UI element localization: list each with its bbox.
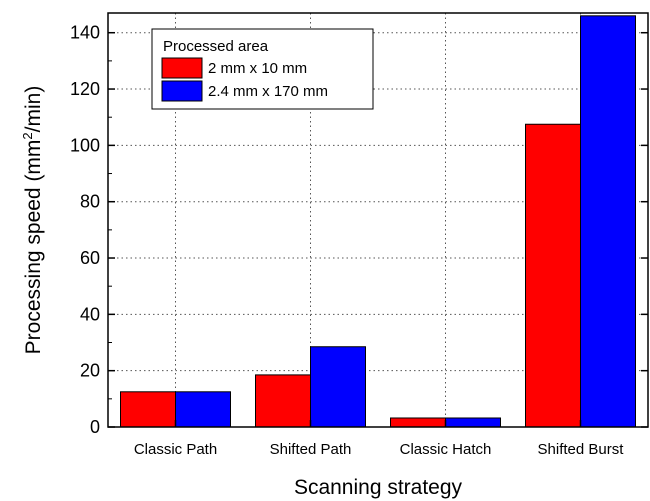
legend-label: 2.4 mm x 170 mm xyxy=(208,83,328,100)
x-tick-label: Shifted Path xyxy=(270,441,352,458)
y-tick-label: 140 xyxy=(70,23,100,43)
bar xyxy=(175,391,231,428)
bar xyxy=(255,374,311,428)
bar xyxy=(445,417,501,428)
bar xyxy=(390,417,446,428)
x-tick-label: Shifted Burst xyxy=(538,441,625,458)
legend-swatch xyxy=(161,80,203,102)
y-tick-label: 60 xyxy=(80,248,100,268)
bar xyxy=(525,123,581,428)
x-tick-label: Classic Hatch xyxy=(400,441,492,458)
y-tick-label: 40 xyxy=(80,304,100,324)
y-tick-label: 100 xyxy=(70,135,100,155)
plot-frame xyxy=(107,12,649,428)
y-tick-label: 0 xyxy=(90,417,100,437)
x-axis: Classic Path Shifted Path Classic Hatch Shi… xyxy=(134,420,624,458)
y-axis: 0 20 40 60 80 100 120 140 xyxy=(70,23,648,437)
y-tick-label: 20 xyxy=(80,361,100,381)
bar xyxy=(120,391,176,428)
y-tick-label: 80 xyxy=(80,192,100,212)
legend-title: Processed area xyxy=(163,38,269,55)
bar xyxy=(580,15,636,428)
legend-label: 2 mm x 10 mm xyxy=(208,60,307,77)
y-tick-label: 120 xyxy=(70,79,100,99)
bar xyxy=(310,346,366,428)
legend-swatch xyxy=(161,57,203,79)
x-tick-label: Classic Path xyxy=(134,441,217,458)
x-axis-title: Scanning strategy xyxy=(294,476,463,499)
y-axis-title: Processing speed (mm2/min) xyxy=(20,86,45,355)
legend: Processed area 2 mm x 10 mm 2.4 mm x 170 … xyxy=(151,28,374,110)
